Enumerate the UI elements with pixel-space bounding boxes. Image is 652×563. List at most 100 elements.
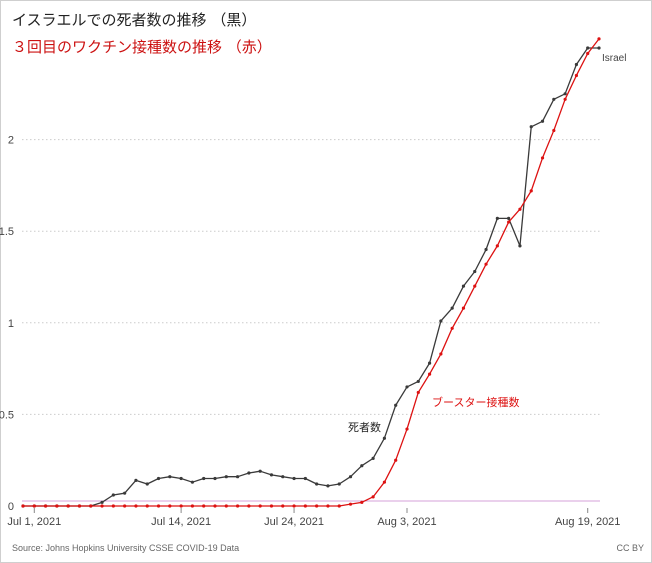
data-point-1	[100, 500, 104, 504]
data-point-1	[495, 216, 499, 220]
data-point-2	[495, 244, 499, 248]
data-point-1	[156, 476, 161, 481]
data-point-1	[461, 284, 466, 288]
license-note: CC BY	[616, 543, 644, 553]
data-point-2	[281, 504, 285, 508]
data-point-1	[484, 247, 488, 252]
data-point-2	[66, 504, 70, 508]
series-label-boosters: ブースター接種数	[432, 395, 519, 409]
data-point-1	[529, 125, 533, 129]
data-point-2	[552, 128, 556, 133]
data-point-1	[292, 476, 296, 481]
data-point-1	[337, 482, 341, 486]
data-point-1	[416, 379, 420, 384]
data-point-1	[586, 46, 590, 50]
data-point-2	[427, 372, 432, 376]
data-point-2	[540, 156, 545, 160]
data-point-2	[213, 504, 217, 508]
data-point-2	[574, 73, 579, 78]
data-point-1	[439, 319, 443, 323]
data-point-2	[337, 504, 341, 508]
data-point-1	[281, 475, 285, 479]
data-point-2	[439, 352, 443, 356]
series-label-deaths: 死者数	[348, 421, 381, 434]
data-point-2	[461, 306, 466, 310]
data-point-1	[507, 216, 511, 220]
data-point-1	[224, 475, 228, 479]
data-point-1	[371, 456, 375, 460]
y-tick-label: 0.5	[0, 409, 14, 421]
data-point-2	[326, 504, 330, 508]
data-point-2	[190, 504, 195, 508]
data-point-1	[168, 475, 172, 479]
y-tick-label: 1.5	[0, 226, 14, 238]
data-point-2	[416, 390, 420, 395]
data-point-2	[371, 495, 375, 499]
data-point-2	[586, 51, 590, 56]
data-point-2	[360, 500, 364, 504]
x-tick-label: Aug 19, 2021	[555, 516, 620, 528]
data-point-2	[247, 504, 251, 508]
data-point-1	[269, 473, 274, 477]
data-point-2	[111, 504, 115, 508]
data-point-1	[315, 482, 319, 486]
chart-title-boosters: ３回目のワクチン接種数の推移 （赤）	[12, 38, 272, 56]
data-point-2	[179, 504, 183, 508]
x-tick-label: Jul 1, 2021	[7, 516, 61, 528]
data-point-1	[134, 478, 138, 482]
data-point-2	[450, 326, 454, 330]
data-point-1	[360, 464, 364, 468]
data-point-1	[179, 476, 183, 481]
data-point-2	[348, 502, 353, 506]
data-point-2	[597, 37, 601, 41]
data-point-2	[235, 504, 240, 508]
data-point-1	[145, 482, 149, 486]
data-point-1	[473, 269, 477, 274]
x-tick-label: Jul 24, 2021	[264, 516, 324, 528]
data-point-2	[43, 504, 48, 508]
data-point-2	[529, 189, 533, 193]
data-point-2	[303, 504, 307, 508]
data-point-2	[292, 504, 296, 508]
y-tick-label: 0	[8, 501, 14, 513]
x-tick-label: Jul 14, 2021	[151, 516, 211, 528]
data-point-1	[247, 471, 251, 475]
data-point-2	[168, 504, 172, 508]
data-point-2	[21, 504, 25, 508]
data-point-1	[540, 119, 545, 123]
data-point-2	[202, 504, 206, 508]
data-point-1	[213, 476, 217, 481]
data-point-2	[394, 458, 398, 462]
data-point-1	[123, 491, 127, 495]
data-point-2	[315, 504, 319, 508]
data-point-1	[202, 476, 206, 481]
data-point-1	[382, 436, 387, 440]
data-point-2	[382, 480, 387, 484]
data-point-1	[450, 306, 454, 310]
data-point-2	[563, 97, 567, 101]
data-point-1	[427, 361, 432, 365]
data-point-1	[111, 493, 115, 497]
source-note: Source: Johns Hopkins University CSSE CO…	[12, 543, 240, 553]
data-point-1	[303, 476, 307, 481]
chart-title-deaths: イスラエルでの死者数の推移 （黒）	[12, 11, 257, 29]
data-point-2	[473, 284, 477, 288]
data-point-2	[258, 504, 262, 508]
data-point-2	[405, 427, 409, 431]
data-point-1	[326, 484, 330, 488]
data-point-2	[145, 504, 149, 508]
data-point-2	[100, 504, 104, 508]
series-line-2	[23, 38, 600, 507]
data-point-1	[518, 244, 522, 248]
data-point-2	[156, 504, 161, 508]
y-tick-label: 1	[8, 318, 14, 330]
data-point-2	[32, 504, 36, 508]
data-point-2	[89, 504, 93, 508]
data-point-1	[552, 97, 556, 101]
data-point-2	[77, 504, 82, 508]
data-point-2	[518, 207, 522, 211]
data-point-1	[574, 62, 579, 67]
y-tick-label: 2	[8, 135, 14, 147]
data-point-2	[55, 504, 59, 508]
